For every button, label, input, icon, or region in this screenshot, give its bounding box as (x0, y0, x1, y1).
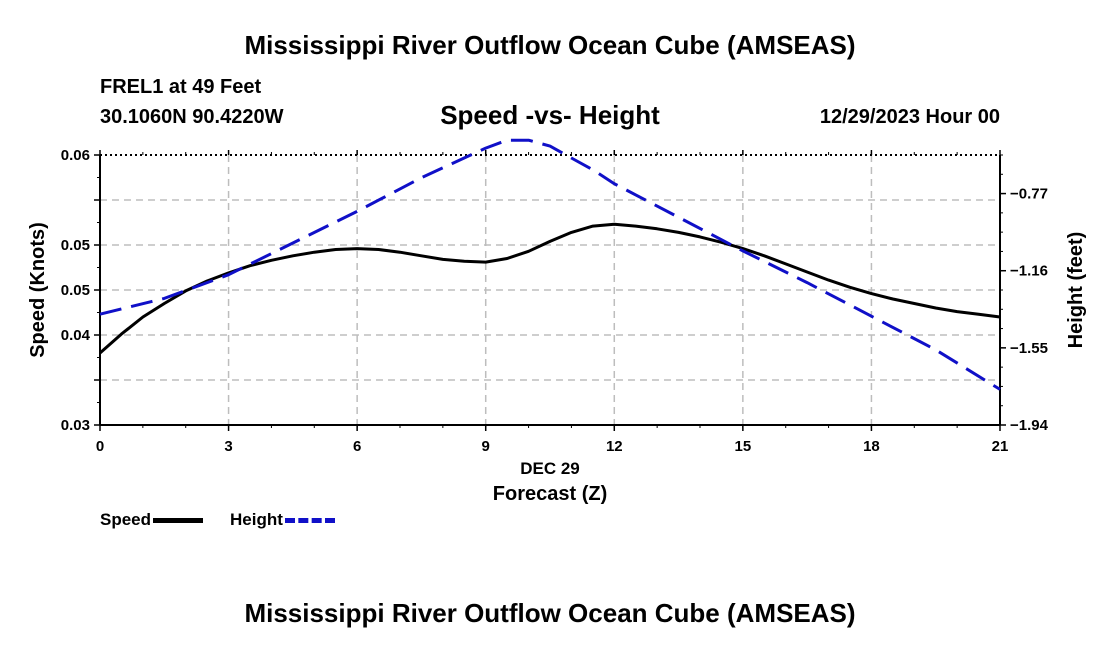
axis-labels: 0 3 6 9 12 15 18 21 0.03 0.04 0.05 0.05 0.06 −1.94 −1.… (27, 147, 1087, 505)
y-tick-label: 0.05 (61, 237, 90, 254)
legend-item-height: Height (230, 510, 335, 530)
x-tick-label: 0 (96, 438, 104, 455)
legend-speed-label: Speed (100, 510, 152, 529)
y-tick-label: 0.04 (61, 327, 91, 344)
legend-height-swatch (284, 518, 335, 524)
coordinates-label: 30.1060N 90.4220W (100, 106, 284, 128)
x-tick-label: 15 (735, 438, 752, 455)
y2-tick-label: −1.94 (1010, 417, 1049, 434)
y-axis-title: Speed (Knots) (27, 222, 49, 358)
series-speed-line (99, 222, 1001, 355)
x-tick-label: 3 (224, 438, 232, 455)
x-axis-date: DEC 29 (520, 459, 580, 478)
chart-subtitle: Speed -vs- Height (440, 100, 660, 130)
series-height-line (99, 138, 1001, 391)
series-layer (99, 138, 1001, 391)
x-axis-title: Forecast (Z) (493, 483, 607, 505)
y2-tick-label: −0.77 (1010, 186, 1048, 203)
station-label: FREL1 at 49 Feet (100, 76, 262, 98)
y-tick-label: 0.05 (61, 282, 90, 299)
legend-speed-swatch (153, 518, 204, 524)
datetime-label: 12/29/2023 Hour 00 (819, 106, 1000, 128)
x-tick-label: 18 (863, 438, 880, 455)
x-tick-label: 21 (992, 438, 1009, 455)
x-tick-label: 6 (353, 438, 361, 455)
y2-tick-label: −1.16 (1010, 263, 1048, 280)
legend-item-speed: Speed (100, 510, 204, 530)
y2-tick-label: −1.55 (1010, 340, 1048, 357)
x-tick-label: 9 (482, 438, 490, 455)
grid (100, 155, 1000, 425)
axes (94, 150, 1006, 431)
chart-title: Mississippi River Outflow Ocean Cube (AM… (244, 30, 856, 60)
y2-axis-title: Height (feet) (1065, 232, 1087, 349)
footer-title: Mississippi River Outflow Ocean Cube (AM… (244, 598, 856, 628)
x-tick-label: 12 (606, 438, 623, 455)
y-tick-label: 0.03 (61, 417, 90, 434)
legend-height-label: Height (230, 510, 283, 529)
y-tick-label: 0.06 (61, 147, 90, 164)
